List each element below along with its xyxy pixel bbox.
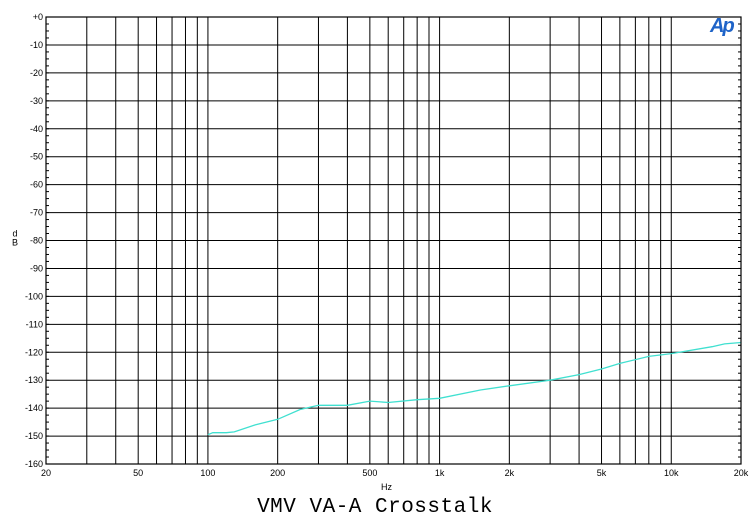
y-tick-label: +0: [33, 12, 43, 22]
x-tick-label: 50: [133, 468, 143, 478]
x-tick-label: 2k: [505, 468, 515, 478]
chart-grid: [46, 16, 741, 465]
y-tick-label: -30: [30, 96, 43, 106]
chart-caption: VMV VA-A Crosstalk: [257, 496, 493, 519]
x-tick-label: 5k: [597, 468, 607, 478]
y-tick-label: -70: [30, 208, 43, 218]
x-tick-label: 100: [200, 468, 215, 478]
y-tick-label: -160: [25, 459, 43, 469]
y-tick-label: -90: [30, 263, 43, 273]
ap-logo: Ap: [710, 15, 735, 37]
y-tick-label: -20: [30, 68, 43, 78]
x-tick-label: 1k: [435, 468, 445, 478]
y-tick-label: -130: [25, 375, 43, 385]
x-tick-label: 20: [41, 468, 51, 478]
y-tick-label: -50: [30, 152, 43, 162]
y-tick-label: -120: [25, 347, 43, 357]
x-tick-label: 10k: [664, 468, 679, 478]
y-tick-label: -150: [25, 431, 43, 441]
x-axis-label: Hz: [381, 482, 392, 492]
x-axis-ticks: 20 50 100 200 500 1k 2k 5k 10k 20k: [41, 468, 749, 478]
x-tick-label: 500: [362, 468, 377, 478]
y-tick-label: -40: [30, 124, 43, 134]
plot-frame: [45, 16, 742, 465]
y-tick-label: -10: [30, 40, 43, 50]
x-tick-label: 20k: [734, 468, 749, 478]
y-tick-label: -60: [30, 180, 43, 190]
x-tick-label: 200: [270, 468, 285, 478]
y-tick-label: -100: [25, 291, 43, 301]
y-axis-ticks: +0 -10 -20 -30 -40 -50 -60 -70 -80 -90 -100 -110 -12…: [25, 12, 43, 469]
y-tick-label: -80: [30, 236, 43, 246]
chart-series: [207, 341, 742, 436]
series-line: [207, 341, 742, 436]
y-tick-label: -110: [26, 319, 43, 329]
y-tick-label: -140: [25, 403, 43, 413]
